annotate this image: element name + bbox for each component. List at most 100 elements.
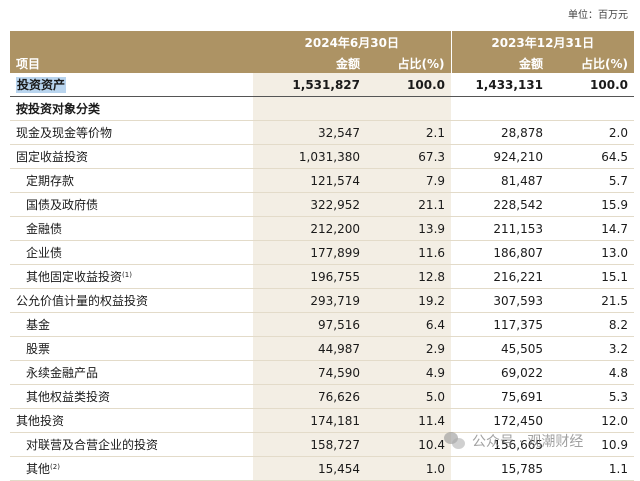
cell-amount-2023: 216,221 [451, 264, 550, 289]
cell-ratio-2024: 1.0 [366, 456, 452, 481]
cell-amount-2024: 74,590 [253, 360, 366, 385]
row-label: 国债及政府债 [10, 192, 253, 217]
row-label: 投资资产 [10, 73, 253, 97]
table-row: 企业债 177,899 11.6 186,807 13.0 [10, 240, 635, 265]
cell-amount-2023: 307,593 [451, 288, 550, 313]
cell-amount-2023: 117,375 [451, 312, 550, 337]
cell-amount-2023: 211,153 [451, 216, 550, 241]
row-label: 对联营及合营企业的投资 [10, 432, 253, 457]
cell-amount-2023: 69,022 [451, 360, 550, 385]
cell-ratio-2024: 13.9 [366, 216, 452, 241]
cell-ratio-2024: 21.1 [366, 192, 452, 217]
investment-assets-table: 2024年6月30日 2023年12月31日 项目 金额 占比(%) 金额 占比… [10, 31, 635, 481]
header-row-columns: 项目 金额 占比(%) 金额 占比(%) [10, 53, 635, 73]
cell-ratio-2024: 4.9 [366, 360, 452, 385]
header-period-2023: 2023年12月31日 [450, 31, 635, 53]
row-label: 现金及现金等价物 [10, 120, 253, 145]
cell-ratio-2024: 100.0 [366, 73, 452, 97]
cell-amount-2024: 15,454 [253, 456, 366, 481]
cell-amount-2023: 75,691 [451, 384, 550, 409]
cell-ratio-2023: 3.2 [549, 336, 635, 361]
cell-ratio-2023: 5.7 [549, 168, 635, 193]
cell-ratio-2023: 1.1 [549, 456, 635, 481]
cell-ratio-2024 [366, 96, 452, 121]
cell-ratio-2023: 64.5 [549, 144, 635, 169]
row-label: 其他固定收益投资(1) [10, 264, 253, 289]
table-row-section: 按投资对象分类 [10, 96, 635, 121]
cell-amount-2023: 156,665 [451, 432, 550, 457]
cell-ratio-2024: 10.4 [366, 432, 452, 457]
cell-amount-2024: 158,727 [253, 432, 366, 457]
cell-ratio-2024: 5.0 [366, 384, 452, 409]
cell-amount-2024: 212,200 [253, 216, 366, 241]
cell-ratio-2023: 2.0 [549, 120, 635, 145]
cell-amount-2023 [451, 96, 550, 121]
table-row-total: 投资资产 1,531,827 100.0 1,433,131 100.0 [10, 73, 635, 97]
cell-amount-2023: 172,450 [451, 408, 550, 433]
table-row: 股票 44,987 2.9 45,505 3.2 [10, 336, 635, 361]
cell-amount-2023: 28,878 [451, 120, 550, 145]
cell-amount-2024: 1,531,827 [253, 73, 366, 97]
table-row: 固定收益投资 1,031,380 67.3 924,210 64.5 [10, 144, 635, 169]
cell-ratio-2024: 2.9 [366, 336, 452, 361]
cell-amount-2024: 177,899 [253, 240, 366, 265]
cell-amount-2024: 44,987 [253, 336, 366, 361]
row-label-text: 其他固定收益投资 [26, 270, 123, 284]
cell-ratio-2023: 4.8 [549, 360, 635, 385]
cell-ratio-2024: 12.8 [366, 264, 452, 289]
cell-amount-2024 [253, 96, 366, 121]
row-label: 股票 [10, 336, 253, 361]
cell-ratio-2024: 19.2 [366, 288, 452, 313]
row-label: 其他(2) [10, 456, 253, 481]
row-label: 企业债 [10, 240, 253, 265]
footnote-marker: (2) [50, 463, 60, 471]
cell-amount-2024: 293,719 [253, 288, 366, 313]
wechat-icon [444, 432, 466, 450]
header-amount-2023: 金额 [450, 53, 550, 73]
table-row: 对联营及合营企业的投资 158,727 10.4 156,665 10.9 [10, 432, 635, 457]
cell-ratio-2023: 15.1 [549, 264, 635, 289]
cell-ratio-2023: 13.0 [549, 240, 635, 265]
cell-ratio-2024: 67.3 [366, 144, 452, 169]
row-label: 其他权益类投资 [10, 384, 253, 409]
table-row: 金融债 212,200 13.9 211,153 14.7 [10, 216, 635, 241]
cell-amount-2024: 196,755 [253, 264, 366, 289]
cell-amount-2023: 924,210 [451, 144, 550, 169]
cell-ratio-2023: 12.0 [549, 408, 635, 433]
cell-amount-2023: 186,807 [451, 240, 550, 265]
header-amount-2024: 金额 [253, 53, 366, 73]
table-row: 国债及政府债 322,952 21.1 228,542 15.9 [10, 192, 635, 217]
row-label: 按投资对象分类 [10, 96, 253, 121]
cell-amount-2024: 76,626 [253, 384, 366, 409]
cell-ratio-2024: 7.9 [366, 168, 452, 193]
cell-amount-2024: 1,031,380 [253, 144, 366, 169]
cell-amount-2024: 121,574 [253, 168, 366, 193]
footnote-marker: (1) [122, 271, 132, 279]
header-row-periods: 2024年6月30日 2023年12月31日 [10, 31, 635, 53]
cell-ratio-2023 [549, 96, 635, 121]
cell-ratio-2024: 11.4 [366, 408, 452, 433]
table-row: 其他(2) 15,454 1.0 15,785 1.1 [10, 456, 635, 481]
header-ratio-2023: 占比(%) [549, 53, 635, 73]
header-blank-cell [10, 31, 253, 53]
row-label: 固定收益投资 [10, 144, 253, 169]
row-label: 公允价值计量的权益投资 [10, 288, 253, 313]
cell-ratio-2024: 11.6 [366, 240, 452, 265]
row-label-text: 投资资产 [16, 77, 67, 93]
cell-amount-2023: 15,785 [451, 456, 550, 481]
cell-amount-2024: 97,516 [253, 312, 366, 337]
cell-ratio-2023: 14.7 [549, 216, 635, 241]
cell-amount-2023: 45,505 [451, 336, 550, 361]
cell-amount-2023: 228,542 [451, 192, 550, 217]
watermark-text: 公众号 · 观潮财经 [472, 434, 584, 450]
cell-amount-2024: 322,952 [253, 192, 366, 217]
header-period-2024: 2024年6月30日 [253, 31, 452, 53]
cell-ratio-2023: 10.9 [549, 432, 635, 457]
cell-amount-2024: 174,181 [253, 408, 366, 433]
cell-ratio-2023: 5.3 [549, 384, 635, 409]
row-label: 其他投资 [10, 408, 253, 433]
cell-ratio-2024: 2.1 [366, 120, 452, 145]
row-label: 基金 [10, 312, 253, 337]
cell-ratio-2023: 8.2 [549, 312, 635, 337]
unit-label: 单位：百万元 [568, 10, 628, 21]
